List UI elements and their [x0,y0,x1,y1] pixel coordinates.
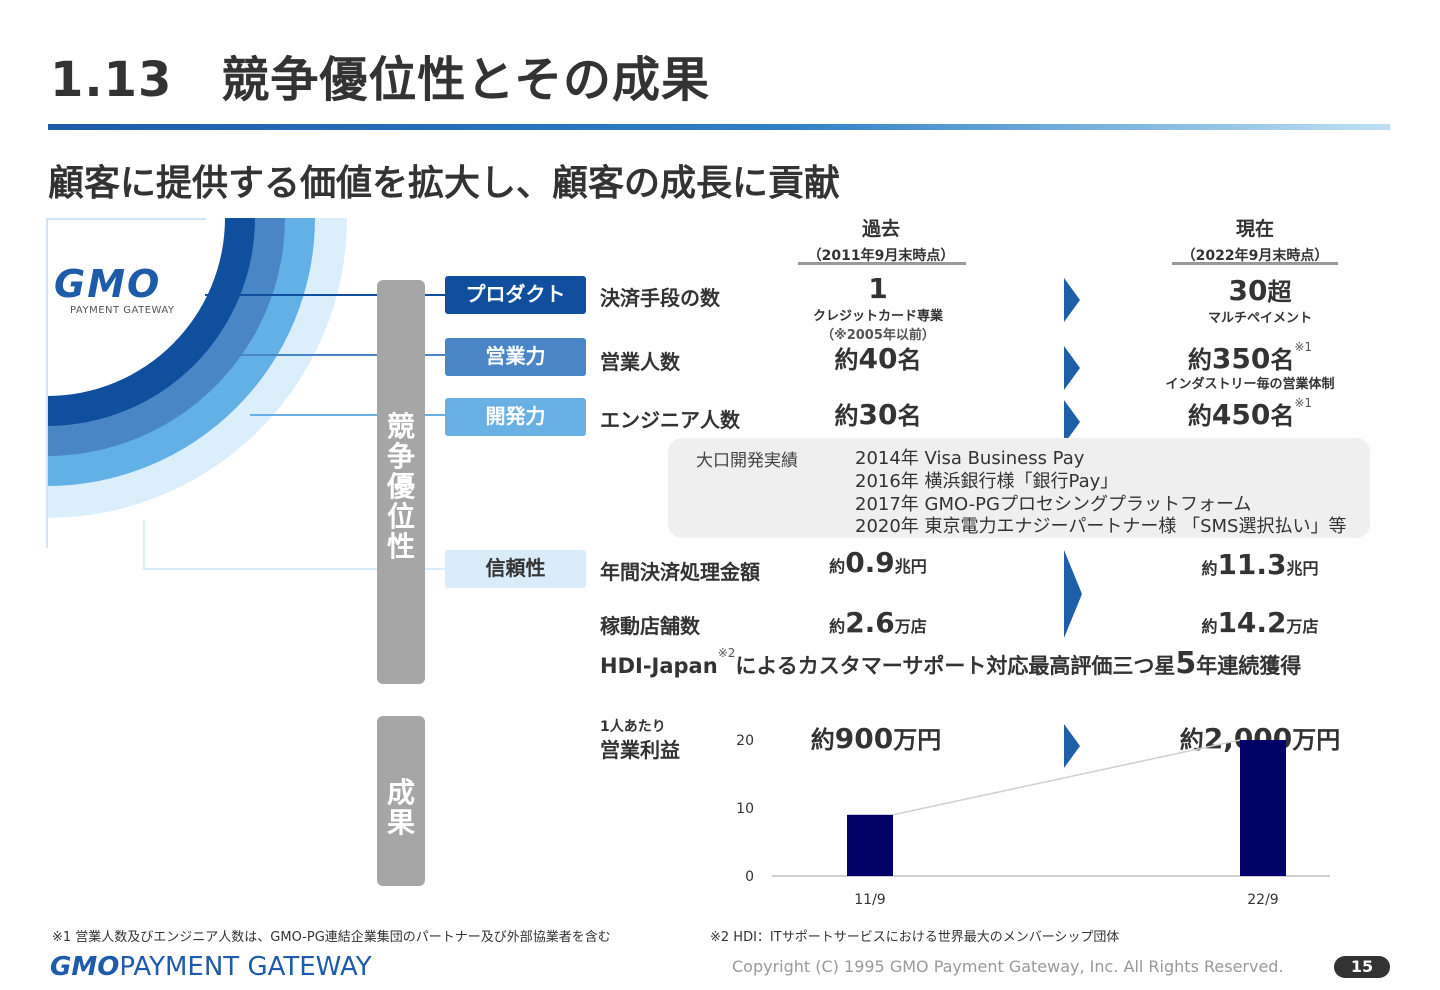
past-payment-methods: 1 クレジットカード専業 （※2005年以前） [812,272,943,343]
past-engineers: 約30名 [834,398,922,431]
copyright-text: Copyright (C) 1995 GMO Payment Gateway, … [732,957,1284,976]
column-past-rule [798,262,966,265]
arrow-sales [1064,346,1080,390]
label-engineers: エンジニア人数 [600,408,740,432]
hdi-award-line: HDI-Japan※2によるカスタマーサポート対応最高評価三つ星5年連続獲得 [600,646,1302,681]
arrow-dev [1064,400,1080,444]
label-payment-methods: 決済手段の数 [600,286,720,310]
bar-11/9 [847,814,893,876]
present-engineers: 約450名※1 [1187,396,1313,431]
logo-arc-graphic [47,218,392,568]
dev-record-item: 2014年 Visa Business Pay [855,448,1085,469]
results-section-label: 成果 [387,776,416,839]
x-tick-label: 11/9 [854,892,885,908]
y-tick-label: 0 [745,869,754,885]
dev-record-item: 2017年 GMO-PGプロセシングプラットフォーム [855,494,1252,515]
results-section-bar: 成果 [377,716,425,886]
present-sales-staff: 約350名※1 インダストリー毎の営業体制 [1165,340,1335,392]
title-divider [48,124,1390,130]
arrow-reliability [1064,550,1082,638]
present-annual-volume: 約11.3兆円 [1201,548,1319,581]
bar-22/9 [1240,740,1286,876]
label-sales-staff: 営業人数 [600,350,680,374]
past-profit: 約900万円 [810,722,942,755]
past-annual-volume: 約0.9兆円 [829,546,927,579]
footnote-1: ※1 営業人数及びエンジニア人数は、GMO-PG連結企業集団のパートナー及び外部… [52,930,611,945]
profit-label: 営業利益 [600,738,680,762]
page-number: 15 [1334,956,1390,978]
tag-product: プロダクト [445,276,586,314]
connector-reliability [143,568,445,570]
gmo-logo: GMO [54,262,162,306]
y-tick-label: 20 [736,733,754,749]
footer-logo: GMOPAYMENT GATEWAY [50,952,372,982]
page-title: 1.13 競争優位性とその成果 [50,52,710,108]
column-present-heading: 現在 （2022年9月末時点） [1181,218,1329,264]
footnote-2: ※2 HDI：ITサポートサービスにおける世界最大のメンバーシップ団体 [710,930,1120,945]
connector-dev [250,414,445,416]
column-past-heading: 過去 （2011年9月末時点） [807,218,955,264]
dev-record-item: 2020年 東京電力エナジーパートナー様 「SMS選択払い」等 [855,516,1347,537]
profit-label-small: 1人あたり [600,719,666,735]
arrow-product [1064,278,1080,322]
y-tick-label: 10 [736,801,754,817]
present-payment-methods: 30超 マルチペイメント [1207,274,1312,326]
connector-sales [240,354,445,356]
logo-box-border-top [46,218,206,220]
profit-bar-chart: 0 10 20 11/9 22/9 [736,733,1330,908]
page-subtitle: 顧客に提供する価値を拡大し、顧客の成長に貢献 [48,163,841,204]
gmo-logo-tagline: PAYMENT GATEWAY [70,305,175,316]
concentric-arcs [47,218,347,518]
tag-reliability: 信頼性 [445,550,586,588]
label-active-stores: 稼動店舗数 [600,614,700,638]
label-annual-volume: 年間決済処理金額 [600,560,760,584]
arrow-profit [1064,724,1080,768]
advantage-section-label: 競争優位性 [387,410,416,563]
present-active-stores: 約14.2万店 [1201,606,1319,639]
x-tick-label: 22/9 [1247,892,1278,908]
connector-reliability-v [143,520,145,570]
dev-record-box [668,438,1370,538]
column-present-rule [1172,262,1338,265]
logo-box-border [46,218,48,548]
past-sales-staff: 約40名 [834,342,922,375]
dev-record-item: 2016年 横浜銀行様「銀行Pay」 [855,471,1119,492]
past-active-stores: 約2.6万店 [829,606,927,639]
trend-connector-line [892,739,1241,816]
tag-dev: 開発力 [445,398,586,436]
connector-product [205,294,445,296]
tag-sales: 営業力 [445,338,586,376]
dev-record-label: 大口開発実績 [696,451,798,471]
advantage-section-bar: 競争優位性 [377,280,425,684]
